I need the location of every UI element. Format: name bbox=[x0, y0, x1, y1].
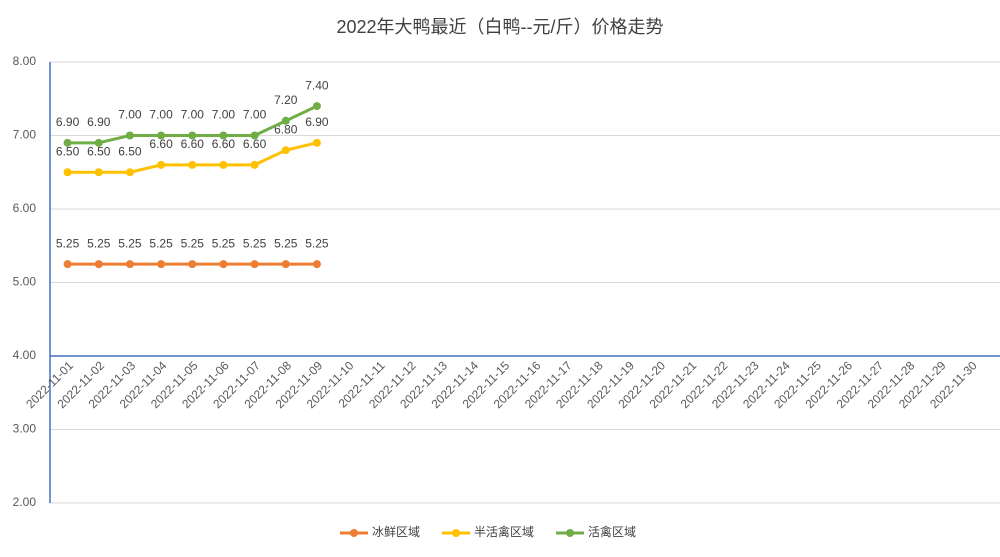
y-tick-label: 4.00 bbox=[13, 348, 37, 362]
data-label: 6.90 bbox=[305, 115, 329, 129]
data-label: 6.60 bbox=[181, 137, 205, 151]
data-label: 6.60 bbox=[243, 137, 267, 151]
y-tick-label: 5.00 bbox=[13, 275, 37, 289]
series-marker bbox=[94, 138, 103, 147]
series-marker bbox=[125, 168, 134, 177]
series-marker bbox=[63, 168, 72, 177]
data-label: 5.25 bbox=[181, 236, 205, 250]
series-marker bbox=[219, 260, 228, 269]
data-label: 6.50 bbox=[87, 144, 111, 158]
legend-marker bbox=[350, 529, 358, 537]
data-label: 7.00 bbox=[212, 108, 236, 122]
data-label: 5.25 bbox=[56, 236, 80, 250]
data-label: 7.40 bbox=[305, 78, 329, 92]
series-marker bbox=[188, 260, 197, 269]
legend-label: 冰鲜区域 bbox=[372, 525, 420, 539]
series-marker bbox=[281, 116, 290, 125]
series-marker bbox=[63, 260, 72, 269]
y-tick-label: 7.00 bbox=[13, 128, 37, 142]
data-label: 6.60 bbox=[212, 137, 236, 151]
series-marker bbox=[63, 138, 72, 147]
series-marker bbox=[188, 131, 197, 140]
series-marker bbox=[250, 131, 259, 140]
series-marker bbox=[312, 138, 321, 147]
series-marker bbox=[188, 160, 197, 169]
y-tick-label: 2.00 bbox=[13, 495, 37, 509]
data-label: 7.00 bbox=[118, 108, 142, 122]
chart-title: 2022年大鸭最近（白鸭--元/斤）价格走势 bbox=[336, 17, 663, 37]
data-label: 5.25 bbox=[118, 236, 142, 250]
series-marker bbox=[125, 260, 134, 269]
series-marker bbox=[94, 260, 103, 269]
series-marker bbox=[312, 102, 321, 111]
series-marker bbox=[250, 260, 259, 269]
series-marker bbox=[281, 260, 290, 269]
data-label: 7.00 bbox=[243, 108, 267, 122]
data-label: 6.50 bbox=[56, 144, 80, 158]
data-label: 5.25 bbox=[212, 236, 236, 250]
y-tick-label: 3.00 bbox=[13, 422, 37, 436]
data-label: 6.80 bbox=[274, 122, 298, 136]
legend-label: 半活禽区域 bbox=[474, 524, 534, 539]
series-marker bbox=[281, 146, 290, 155]
legend-label: 活禽区域 bbox=[588, 524, 636, 539]
series-marker bbox=[157, 131, 166, 140]
series-marker bbox=[312, 260, 321, 269]
legend-marker bbox=[566, 529, 575, 537]
y-tick-label: 8.00 bbox=[13, 54, 37, 68]
series-marker bbox=[125, 131, 134, 140]
data-label: 7.20 bbox=[274, 93, 298, 107]
data-label: 5.25 bbox=[149, 236, 173, 250]
data-label: 6.50 bbox=[118, 144, 142, 158]
data-label: 5.25 bbox=[243, 236, 267, 250]
series-marker bbox=[219, 160, 228, 169]
series-marker bbox=[219, 131, 228, 140]
data-label: 5.25 bbox=[87, 236, 111, 250]
data-label: 7.00 bbox=[181, 108, 205, 122]
series-marker bbox=[250, 160, 259, 169]
data-label: 7.00 bbox=[149, 108, 173, 122]
data-label: 6.90 bbox=[87, 115, 111, 129]
legend-marker bbox=[452, 529, 461, 537]
series-marker bbox=[157, 160, 166, 169]
data-label: 6.90 bbox=[56, 115, 80, 129]
y-tick-label: 6.00 bbox=[13, 201, 37, 215]
series-marker bbox=[94, 168, 103, 177]
data-label: 5.25 bbox=[274, 236, 298, 250]
data-label: 6.60 bbox=[149, 137, 173, 151]
series-marker bbox=[157, 260, 166, 269]
data-label: 5.25 bbox=[305, 236, 329, 250]
